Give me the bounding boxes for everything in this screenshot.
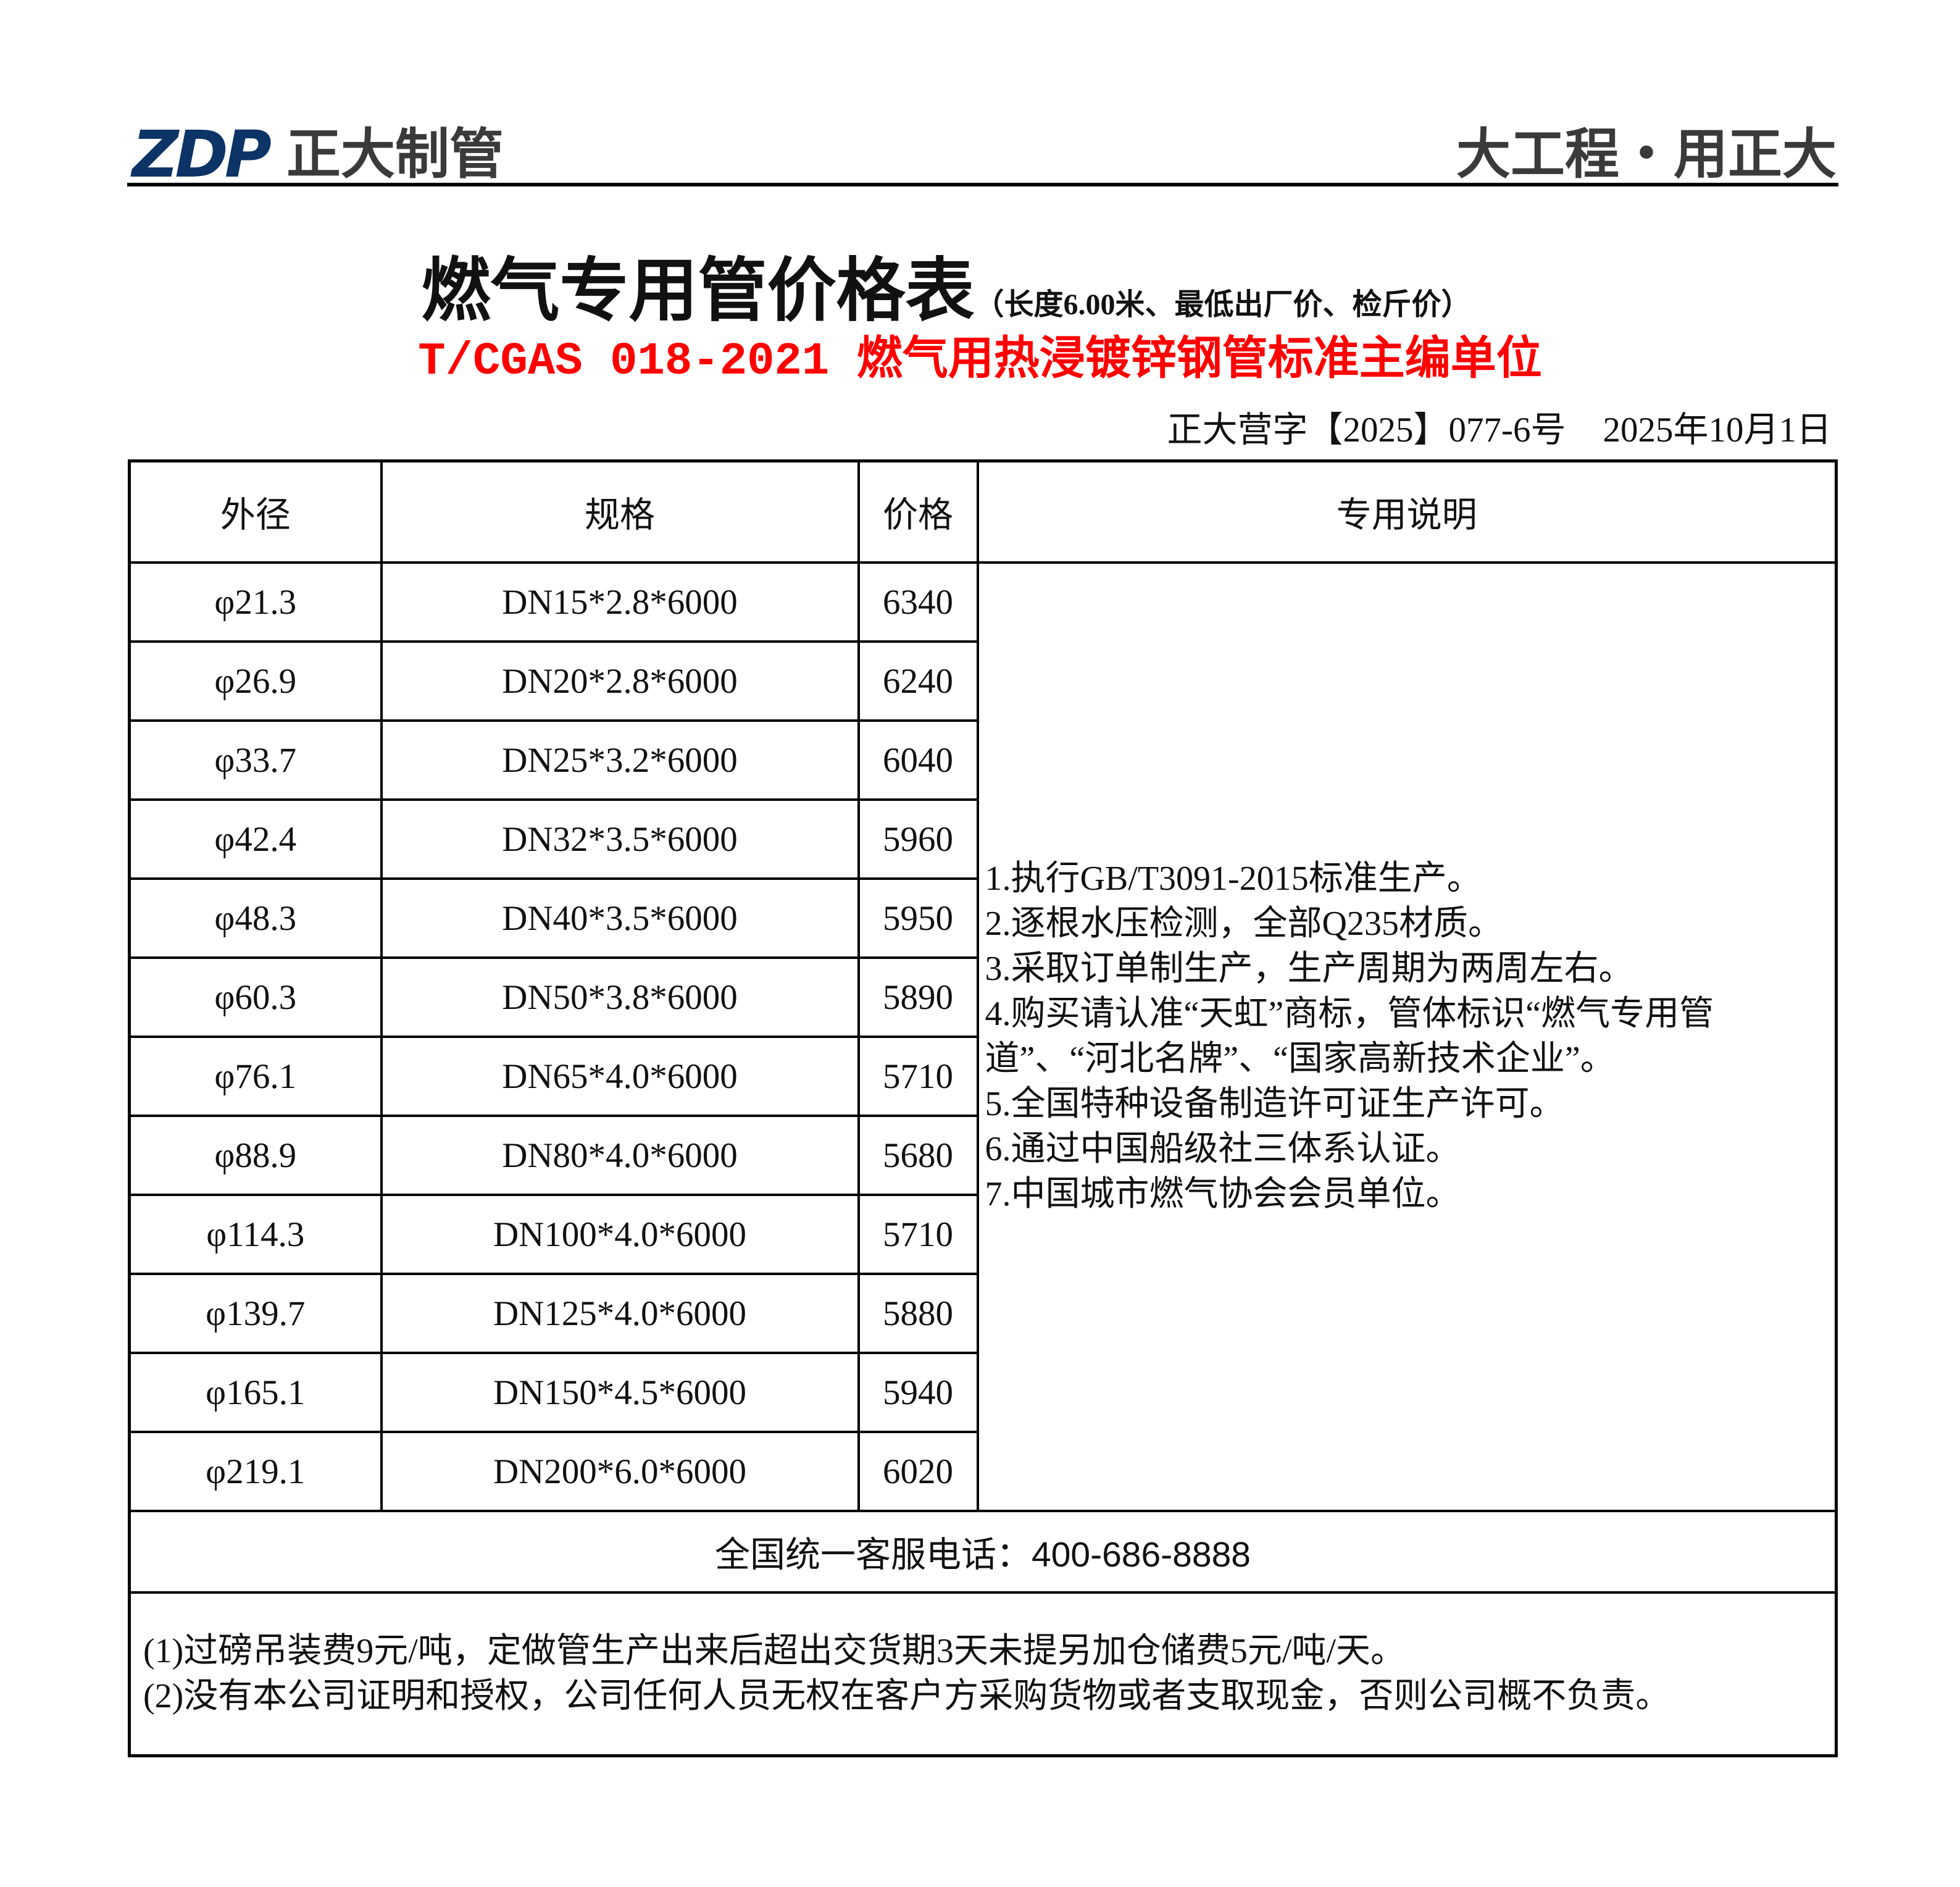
title-note: （长度6.00米、最低出厂价、检斤价） (974, 288, 1471, 321)
price-cell: 5960 (857, 798, 979, 880)
od-cell: φ165.1 (128, 1352, 383, 1433)
table-row: φ139.7 DN125*4.0*6000 5880 (128, 1273, 1837, 1354)
header-od: 外径 (128, 459, 383, 564)
note-item: 3.采取订单制生产，生产周期为两周左右。 (985, 950, 1633, 988)
header-notes: 专用说明 (976, 459, 1838, 564)
spec-cell: DN200*6.0*6000 (380, 1431, 860, 1512)
spec-cell: DN32*3.5*6000 (380, 798, 860, 880)
logo-text: 正大制管 (286, 122, 504, 186)
note-item: 5.全国特种设备制造许可证生产许可。 (985, 1085, 1564, 1123)
note-item: 4.购买请认准“天虹”商标，管体标识“燃气专用管道”、“河北名牌”、“国家高新技… (985, 995, 1714, 1078)
spec-cell: DN150*4.5*6000 (380, 1352, 860, 1433)
price-cell: 6340 (857, 561, 979, 643)
spec-cell: DN40*3.5*6000 (380, 877, 860, 959)
note-item: 6.通过中国船级社三体系认证。 (985, 1130, 1461, 1168)
special-notes: 1.执行GB/T3091-2015标准生产。 2.逐根水压检测，全部Q235材质。… (976, 561, 1838, 1512)
header-divider (127, 183, 1838, 186)
spec-cell: DN15*2.8*6000 (380, 561, 860, 643)
subtitle: T/CGAS 018-2021 燃气用热浸镀锌钢管标准主编单位 (418, 336, 1542, 388)
price-cell: 5710 (857, 1036, 979, 1117)
od-cell: φ139.7 (128, 1273, 383, 1354)
table-row: φ219.1 DN200*6.0*6000 6020 (128, 1431, 1837, 1512)
doc-date: 2025年10月1日 (1603, 411, 1832, 450)
table-row: φ42.4 DN32*3.5*6000 5960 (128, 798, 1837, 880)
od-cell: φ219.1 (128, 1431, 383, 1512)
price-table: 外径 规格 价格 专用说明 φ21.3 DN15*2.8*6000 6340 1.执行… (128, 459, 1838, 1757)
title-block: 燃气专用管价格表（长度6.00米、最低出厂价、检斤价） (0, 235, 1960, 335)
od-cell: φ26.9 (128, 640, 383, 722)
table-row: φ33.7 DN25*3.2*6000 6040 (128, 719, 1837, 801)
price-cell: 5950 (857, 877, 979, 959)
phone-cell: 全国统一客服电话：400-686-8888 (128, 1510, 1838, 1594)
od-cell: φ48.3 (128, 877, 383, 959)
logo-mark: ZDP (132, 117, 272, 192)
price-cell: 6240 (857, 640, 979, 722)
table-row: φ60.3 DN50*3.8*6000 5890 (128, 956, 1837, 1038)
slogan: 大工程・用正大 (1456, 122, 1837, 186)
price-cell: 5710 (857, 1194, 979, 1275)
header-price: 价格 (857, 459, 979, 564)
od-cell: φ42.4 (128, 798, 383, 880)
table-row: φ88.9 DN80*4.0*6000 5680 (128, 1115, 1837, 1196)
phone-row: 全国统一客服电话：400-686-8888 (128, 1510, 1838, 1594)
table-row: φ76.1 DN65*4.0*6000 5710 (128, 1036, 1837, 1117)
od-cell: φ76.1 (128, 1036, 383, 1117)
table-row: φ26.9 DN20*2.8*6000 6240 (128, 640, 1837, 722)
spec-cell: DN65*4.0*6000 (380, 1036, 860, 1117)
price-cell: 6020 (857, 1431, 979, 1512)
od-cell: φ114.3 (128, 1194, 383, 1275)
price-cell: 6040 (857, 719, 979, 801)
price-cell: 5880 (857, 1273, 979, 1354)
phone-number: 400-686-8888 (1032, 1535, 1251, 1575)
note-item: 2.逐根水压检测，全部Q235材质。 (985, 905, 1503, 943)
document-info: 正大营字【2025】077-6号 2025年10月1日 (1167, 401, 1832, 452)
spec-cell: DN50*3.8*6000 (380, 956, 860, 1038)
doc-number: 正大营字【2025】077-6号 (1167, 411, 1566, 450)
spec-cell: DN25*3.2*6000 (380, 719, 860, 801)
price-cell: 5680 (857, 1115, 979, 1196)
footnote-item: (2)没有本公司证明和授权，公司任何人员无权在客户方采购货物或者支取现金，否则公… (143, 1677, 1670, 1715)
od-cell: φ33.7 (128, 719, 383, 801)
price-cell: 5890 (857, 956, 979, 1038)
note-item: 1.执行GB/T3091-2015标准生产。 (985, 860, 1482, 898)
table-row: φ21.3 DN15*2.8*6000 6340 1.执行GB/T3091-2015标… (128, 561, 1838, 1512)
footnote-row: (1)过磅吊装费9元/吨，定做管生产出来后超出交货期3天未提另加仓储费5元/吨/… (128, 1591, 1838, 1757)
od-cell: φ88.9 (128, 1115, 383, 1196)
table-row: φ48.3 DN40*3.5*6000 5950 (128, 877, 1837, 959)
od-cell: φ60.3 (128, 956, 383, 1038)
spec-cell: DN125*4.0*6000 (380, 1273, 860, 1354)
spec-cell: DN80*4.0*6000 (380, 1115, 860, 1196)
note-item: 7.中国城市燃气协会会员单位。 (985, 1175, 1461, 1213)
table-row: φ165.1 DN150*4.5*6000 5940 (128, 1352, 1837, 1433)
table-row: φ114.3 DN100*4.0*6000 5710 (128, 1194, 1837, 1275)
spec-cell: DN100*4.0*6000 (380, 1194, 860, 1275)
header-spec: 规格 (380, 459, 860, 564)
spec-cell: DN20*2.8*6000 (380, 640, 860, 722)
od-cell: φ21.3 (128, 561, 383, 643)
footnote-item: (1)过磅吊装费9元/吨，定做管生产出来后超出交货期3天未提另加仓储费5元/吨/… (143, 1632, 1405, 1670)
phone-label: 全国统一客服电话： (715, 1536, 1032, 1575)
price-cell: 5940 (857, 1352, 979, 1433)
page-title: 燃气专用管价格表 (421, 253, 975, 330)
company-logo: ZDP 正大制管 (132, 117, 504, 192)
footnotes: (1)过磅吊装费9元/吨，定做管生产出来后超出交货期3天未提另加仓储费5元/吨/… (128, 1591, 1838, 1757)
